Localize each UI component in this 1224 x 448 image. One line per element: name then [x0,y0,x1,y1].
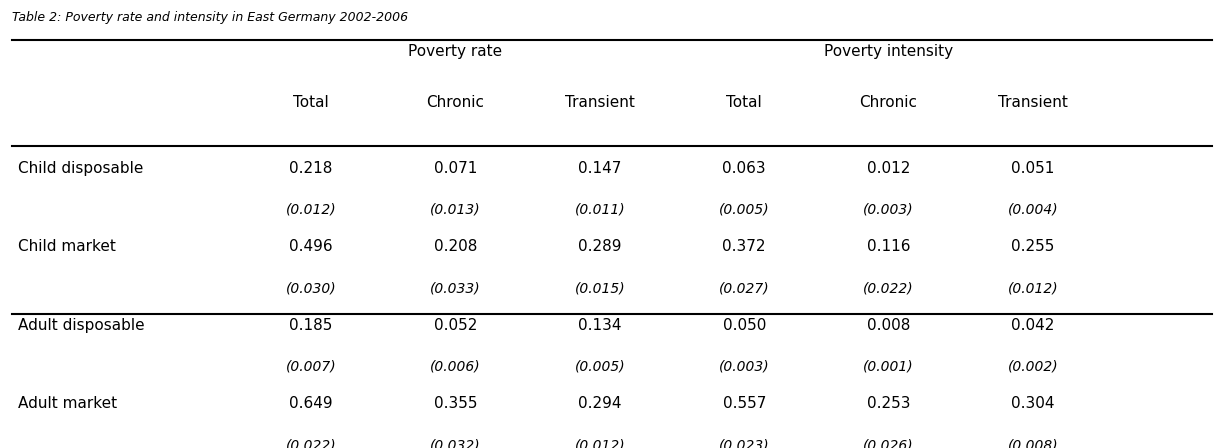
Text: Chronic: Chronic [426,95,485,110]
Text: Poverty intensity: Poverty intensity [824,44,953,59]
Text: 0.051: 0.051 [1011,160,1055,176]
Text: (0.027): (0.027) [718,281,770,295]
Text: (0.013): (0.013) [430,202,481,216]
Text: 0.116: 0.116 [867,239,911,254]
Text: (0.012): (0.012) [574,438,625,448]
Text: 0.008: 0.008 [867,318,911,332]
Text: (0.030): (0.030) [285,281,337,295]
Text: 0.063: 0.063 [722,160,766,176]
Text: Child market: Child market [18,239,116,254]
Text: 0.372: 0.372 [722,239,766,254]
Text: Total: Total [726,95,763,110]
Text: 0.253: 0.253 [867,396,911,411]
Text: (0.005): (0.005) [718,202,770,216]
Text: 0.042: 0.042 [1011,318,1055,332]
Text: 0.304: 0.304 [1011,396,1055,411]
Text: (0.008): (0.008) [1007,438,1059,448]
Text: 0.052: 0.052 [433,318,477,332]
Text: (0.015): (0.015) [574,281,625,295]
Text: (0.032): (0.032) [430,438,481,448]
Text: Transient: Transient [998,95,1069,110]
Text: (0.003): (0.003) [863,202,914,216]
Text: (0.011): (0.011) [574,202,625,216]
Text: 0.134: 0.134 [578,318,622,332]
Text: (0.007): (0.007) [285,360,337,374]
Text: Adult market: Adult market [18,396,118,411]
Text: 0.649: 0.649 [289,396,333,411]
Text: 0.496: 0.496 [289,239,333,254]
Text: Poverty rate: Poverty rate [409,44,502,59]
Text: 0.012: 0.012 [867,160,911,176]
Text: Child disposable: Child disposable [18,160,143,176]
Text: 0.147: 0.147 [578,160,622,176]
Text: (0.006): (0.006) [430,360,481,374]
Text: 0.255: 0.255 [1011,239,1055,254]
Text: Chronic: Chronic [859,95,918,110]
Text: (0.022): (0.022) [285,438,337,448]
Text: Adult disposable: Adult disposable [18,318,144,332]
Text: Table 2: Poverty rate and intensity in East Germany 2002-2006: Table 2: Poverty rate and intensity in E… [12,11,409,24]
Text: 0.208: 0.208 [433,239,477,254]
Text: 0.355: 0.355 [433,396,477,411]
Text: (0.012): (0.012) [285,202,337,216]
Text: 0.050: 0.050 [722,318,766,332]
Text: 0.289: 0.289 [578,239,622,254]
Text: (0.005): (0.005) [574,360,625,374]
Text: (0.004): (0.004) [1007,202,1059,216]
Text: (0.012): (0.012) [1007,281,1059,295]
Text: (0.003): (0.003) [718,360,770,374]
Text: 0.218: 0.218 [289,160,333,176]
Text: (0.033): (0.033) [430,281,481,295]
Text: 0.071: 0.071 [433,160,477,176]
Text: 0.185: 0.185 [289,318,333,332]
Text: 0.294: 0.294 [578,396,622,411]
Text: (0.026): (0.026) [863,438,914,448]
Text: Transient: Transient [564,95,635,110]
Text: Total: Total [293,95,329,110]
Text: (0.023): (0.023) [718,438,770,448]
Text: (0.001): (0.001) [863,360,914,374]
Text: (0.022): (0.022) [863,281,914,295]
Text: (0.002): (0.002) [1007,360,1059,374]
Text: 0.557: 0.557 [722,396,766,411]
